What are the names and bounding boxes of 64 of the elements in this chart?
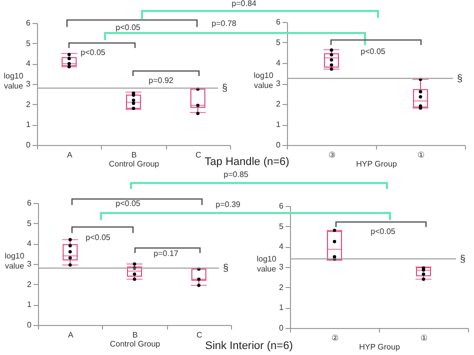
y-axis-title: log10 value [4,72,24,90]
text: Sink Interior (n=6) [205,340,293,352]
x-tick-label: A [66,150,73,160]
y-axis-title: log10 value [4,252,25,270]
annotation: p<0.05 [360,47,386,56]
annotation: p<0.05 [116,199,140,208]
x-tick-label: B [132,330,138,340]
x-axis-title: Control Group [110,340,161,348]
y-tick-label: 2 [27,280,32,289]
y-tick-label: 0 [26,140,32,150]
ref-line-label: § [460,254,466,265]
annotation: p=0.17 [154,249,178,258]
y-axis-title: log10 value [256,254,277,274]
y-tick-label: 4 [279,242,284,252]
y-tick-label: 4 [26,59,32,68]
y-axis-title: log10 value [254,71,274,90]
y-tick-label: 2 [276,100,282,108]
y-tick-label: 5 [276,38,282,47]
x-axis-title: HYP Group [356,160,398,168]
x-tick-label: ③ [328,150,336,160]
y-tick-label: 1 [276,120,282,129]
text: p=0.85 [224,170,248,179]
y-tick-label: 1 [26,120,32,130]
annotation: p<0.05 [86,233,110,242]
y-tick-label: 6 [26,18,32,28]
annotation: p<0.05 [370,227,396,236]
y-tick-label: 5 [26,38,32,48]
y-tick-label: 6 [279,202,284,210]
x-tick-label: A [68,330,74,340]
ref-line-label: § [223,263,229,274]
text: p=0.84 [232,0,256,8]
annotation: p=0.39 [216,200,240,209]
y-tick-label: 3 [279,262,284,272]
y-tick-label: 5 [27,218,32,228]
y-tick-label: 5 [279,222,284,231]
ref-line-label: § [457,73,463,84]
y-tick-label: 1 [27,300,32,310]
text: Tap Handle (n=6) [204,156,290,168]
annotation: p=0.92 [148,76,174,85]
x-tick-label: C [195,150,202,160]
y-tick-label: 6 [276,18,282,26]
y-tick-label: 2 [26,100,32,109]
y-tick-label: 2 [279,282,284,292]
y-tick-label: 0 [27,320,32,330]
y-tick-label: 4 [276,58,282,68]
y-tick-label: 3 [26,80,32,88]
x-tick-label: ① [420,334,428,342]
y-tick-label: 4 [27,239,32,248]
y-tick-label: 0 [279,324,284,332]
x-axis-title: Control Group [108,160,160,168]
y-tick-label: 3 [27,260,32,268]
x-tick-label: ② [332,334,338,342]
annotation: p=0.78 [212,19,236,28]
y-tick-label: 6 [27,198,32,208]
x-tick-label: ① [418,150,424,160]
y-tick-label: 0 [276,140,282,150]
y-tick-label: 3 [276,79,282,88]
annotation: p<0.05 [80,48,106,57]
annotation: p<0.05 [116,23,140,32]
x-axis-title: HYP Group [359,342,400,352]
y-tick-label: 1 [279,303,284,312]
x-tick-label: B [131,150,137,160]
x-tick-label: C [196,330,202,340]
ref-line-label: § [222,83,228,94]
